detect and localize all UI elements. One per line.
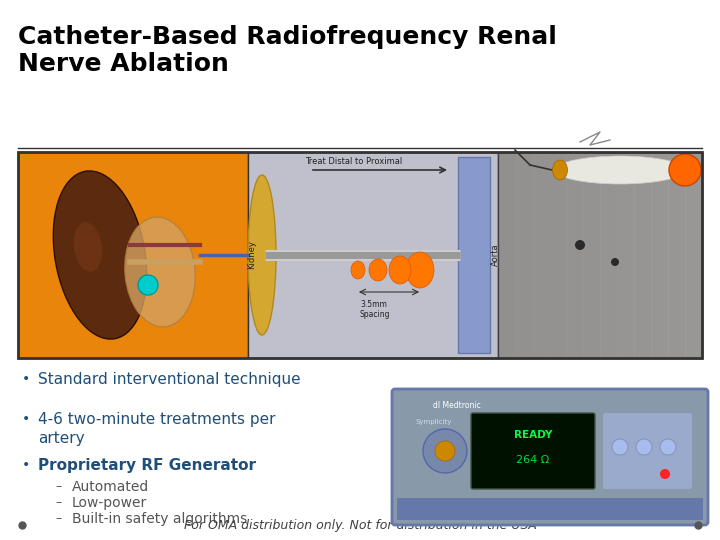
Ellipse shape — [73, 222, 102, 272]
Text: Aorta: Aorta — [490, 244, 500, 266]
Text: READY: READY — [514, 430, 552, 440]
Circle shape — [423, 429, 467, 473]
Text: Treat Distal to Proximal: Treat Distal to Proximal — [305, 157, 402, 166]
Ellipse shape — [125, 217, 195, 327]
Circle shape — [660, 439, 676, 455]
Text: Kidney: Kidney — [248, 240, 256, 269]
Text: –: – — [55, 496, 61, 509]
Text: 4-6 two-minute treatments per
artery: 4-6 two-minute treatments per artery — [38, 412, 276, 445]
Circle shape — [611, 258, 619, 266]
Ellipse shape — [53, 171, 147, 339]
Circle shape — [435, 441, 455, 461]
Text: Symplicity: Symplicity — [415, 419, 451, 425]
FancyBboxPatch shape — [498, 152, 702, 358]
FancyBboxPatch shape — [685, 152, 703, 358]
Ellipse shape — [669, 154, 701, 186]
Text: Low-power: Low-power — [72, 496, 148, 510]
Ellipse shape — [389, 256, 411, 284]
Text: For OMA distribution only. Not for distribution in the USA: For OMA distribution only. Not for distr… — [184, 518, 536, 531]
Text: –: – — [55, 480, 61, 493]
FancyBboxPatch shape — [397, 498, 703, 520]
FancyBboxPatch shape — [392, 389, 708, 525]
Text: Automated: Automated — [72, 480, 149, 494]
Text: Standard interventional technique: Standard interventional technique — [38, 372, 301, 387]
FancyBboxPatch shape — [549, 152, 567, 358]
Text: 3.5mm
Spacing: 3.5mm Spacing — [360, 300, 390, 319]
Text: Proprietary RF Generator: Proprietary RF Generator — [38, 458, 256, 473]
Circle shape — [660, 469, 670, 479]
Ellipse shape — [552, 160, 567, 180]
FancyBboxPatch shape — [515, 152, 533, 358]
FancyBboxPatch shape — [532, 152, 550, 358]
Text: dl Medtronic: dl Medtronic — [433, 402, 481, 410]
FancyBboxPatch shape — [471, 413, 595, 489]
Text: •: • — [22, 458, 30, 472]
Circle shape — [636, 439, 652, 455]
Ellipse shape — [555, 156, 685, 184]
Text: Catheter-Based Radiofrequency Renal
Nerve Ablation: Catheter-Based Radiofrequency Renal Nerv… — [18, 25, 557, 76]
Ellipse shape — [406, 252, 434, 288]
FancyBboxPatch shape — [583, 152, 601, 358]
FancyBboxPatch shape — [248, 152, 498, 358]
FancyBboxPatch shape — [651, 152, 669, 358]
Ellipse shape — [351, 261, 365, 279]
FancyBboxPatch shape — [603, 413, 692, 489]
Ellipse shape — [248, 175, 276, 335]
Text: –: – — [55, 512, 61, 525]
Text: 264 Ω: 264 Ω — [516, 455, 549, 464]
Circle shape — [575, 240, 585, 250]
Text: •: • — [22, 372, 30, 386]
FancyBboxPatch shape — [458, 157, 490, 353]
FancyBboxPatch shape — [600, 152, 618, 358]
Ellipse shape — [369, 259, 387, 281]
Circle shape — [612, 439, 628, 455]
Text: Built-in safety algorithms: Built-in safety algorithms — [72, 512, 247, 526]
FancyBboxPatch shape — [18, 152, 248, 358]
FancyBboxPatch shape — [668, 152, 686, 358]
Text: •: • — [22, 412, 30, 426]
Circle shape — [138, 275, 158, 295]
FancyBboxPatch shape — [566, 152, 584, 358]
FancyBboxPatch shape — [634, 152, 652, 358]
FancyBboxPatch shape — [498, 152, 516, 358]
FancyBboxPatch shape — [617, 152, 635, 358]
